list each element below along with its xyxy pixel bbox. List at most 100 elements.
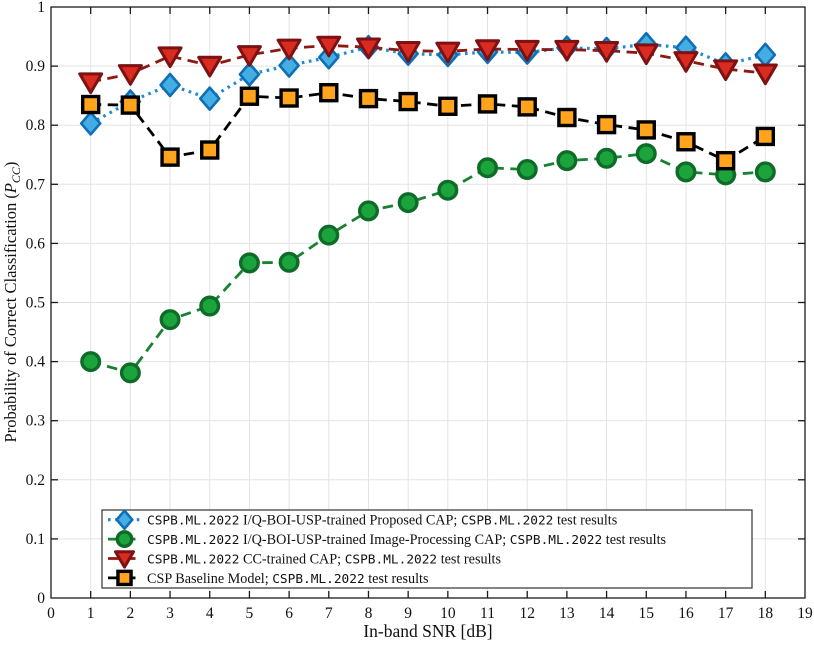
y-tick-label: 1 [37,0,45,16]
y-tick-label: 0.4 [26,354,46,371]
x-tick-label: 3 [166,605,174,622]
diamond-marker [278,53,300,78]
legend-box [101,509,753,589]
series-circle [80,143,776,384]
diamond-marker [198,86,221,111]
circle-marker [437,179,459,201]
x-tick-label: 6 [285,605,293,622]
x-tick-label: 1 [87,605,95,622]
x-axis-label: In-band SNR [dB] [363,621,492,641]
square-marker [715,150,736,171]
y-tick-label: 0.3 [26,413,46,430]
diamond-marker [115,509,134,531]
x-tick-label: 2 [126,605,134,622]
triangle-down-marker [117,64,143,86]
square-marker [517,97,537,117]
triangle-down-marker [197,55,223,78]
triangle-down-marker [514,39,540,62]
triangle-down-marker [157,46,183,69]
x-tick-label: 12 [519,605,535,622]
square-marker [557,107,577,128]
axes [50,6,806,599]
square-marker [160,147,180,167]
square-marker [239,86,260,106]
legend-label: CSPB.ML.2022 I/Q-BOI-USP-trained Image-P… [147,532,667,548]
square-marker [116,569,133,587]
y-tick-label: 0.1 [26,531,45,548]
square-marker [358,88,379,109]
triangle-down-marker [633,43,659,66]
x-tick-label: 8 [365,605,373,622]
circle-marker [119,362,141,384]
y-tick-label: 0.7 [26,176,46,193]
x-tick-label: 15 [639,605,655,622]
legend-label: CSPB.ML.2022 CC-trained CAP; CSPB.ML.202… [147,552,501,568]
x-tick-label: 18 [758,605,774,622]
x-tick-label: 4 [206,605,214,622]
x-tick-label: 19 [797,605,813,622]
square-marker [200,140,220,160]
x-tick-label: 10 [440,605,456,622]
triangle-down-marker [316,35,342,58]
triangle-down-marker [113,550,136,569]
square-marker [398,91,418,112]
square-marker [636,120,656,140]
circle-marker [754,161,776,183]
diamond-marker [159,72,181,98]
triangle-down-marker [355,37,381,60]
square-marker [279,88,299,108]
legend-item: CSPB.ML.2022 CC-trained CAP; CSPB.ML.202… [108,550,501,569]
circle-marker [357,200,379,222]
x-tick-label: 7 [325,605,333,622]
circle-marker [596,147,618,169]
series-square [80,82,776,171]
square-marker [80,94,101,115]
circle-marker [238,252,260,274]
triangle-down-marker [713,59,739,82]
circle-marker [115,530,134,549]
circle-marker [397,192,419,214]
y-axis-label: Probability of Correct Classification (P… [1,162,23,443]
circle-marker [556,150,578,172]
square-marker [596,114,617,135]
triangle-down-marker [594,41,620,63]
triangle-down-marker [554,39,580,62]
triangle-down-marker [475,39,501,61]
circle-marker [159,309,181,331]
y-tick-label: 0.8 [26,117,46,134]
square-marker [438,96,458,116]
square-marker [676,132,696,152]
x-tick-label: 14 [599,605,615,622]
x-tick-label: 16 [678,605,694,622]
square-marker [477,94,498,114]
legend-label: CSP Baseline Model; CSPB.ML.2022 test re… [147,571,429,587]
square-marker [120,95,141,115]
series-triangle-down [78,35,778,95]
legend: CSPB.ML.2022 I/Q-BOI-USP-trained Propose… [101,509,753,589]
x-tick-label: 11 [480,605,495,622]
y-tick-label: 0.5 [26,295,46,312]
diamond-marker [238,62,261,87]
square-marker [755,126,776,147]
legend-item: CSPB.ML.2022 I/Q-BOI-USP-trained Propose… [108,509,618,531]
legend-item: CSP Baseline Model; CSPB.ML.2022 test re… [108,569,429,587]
circle-marker [675,161,697,183]
y-tick-label: 0.6 [26,235,46,252]
x-tick-label: 13 [559,605,575,622]
y-tick-label: 0.9 [26,58,46,75]
circle-marker [278,251,300,273]
x-tick-label: 9 [404,605,412,622]
y-tick-label: 0 [37,590,45,607]
triangle-down-marker [435,41,461,64]
circle-marker [635,143,657,165]
triangle-down-marker [276,38,302,61]
legend-item: CSPB.ML.2022 I/Q-BOI-USP-trained Image-P… [108,530,667,549]
y-tick-label: 0.2 [26,472,45,489]
circle-marker [199,295,221,317]
triangle-down-marker [236,45,262,67]
tick-labels: 0 1 2 3 4 5 6 7 8 9 10 11 12 13 14 15 16 17 18 1900.10.20.3… [26,0,813,622]
circle-marker [80,351,102,373]
